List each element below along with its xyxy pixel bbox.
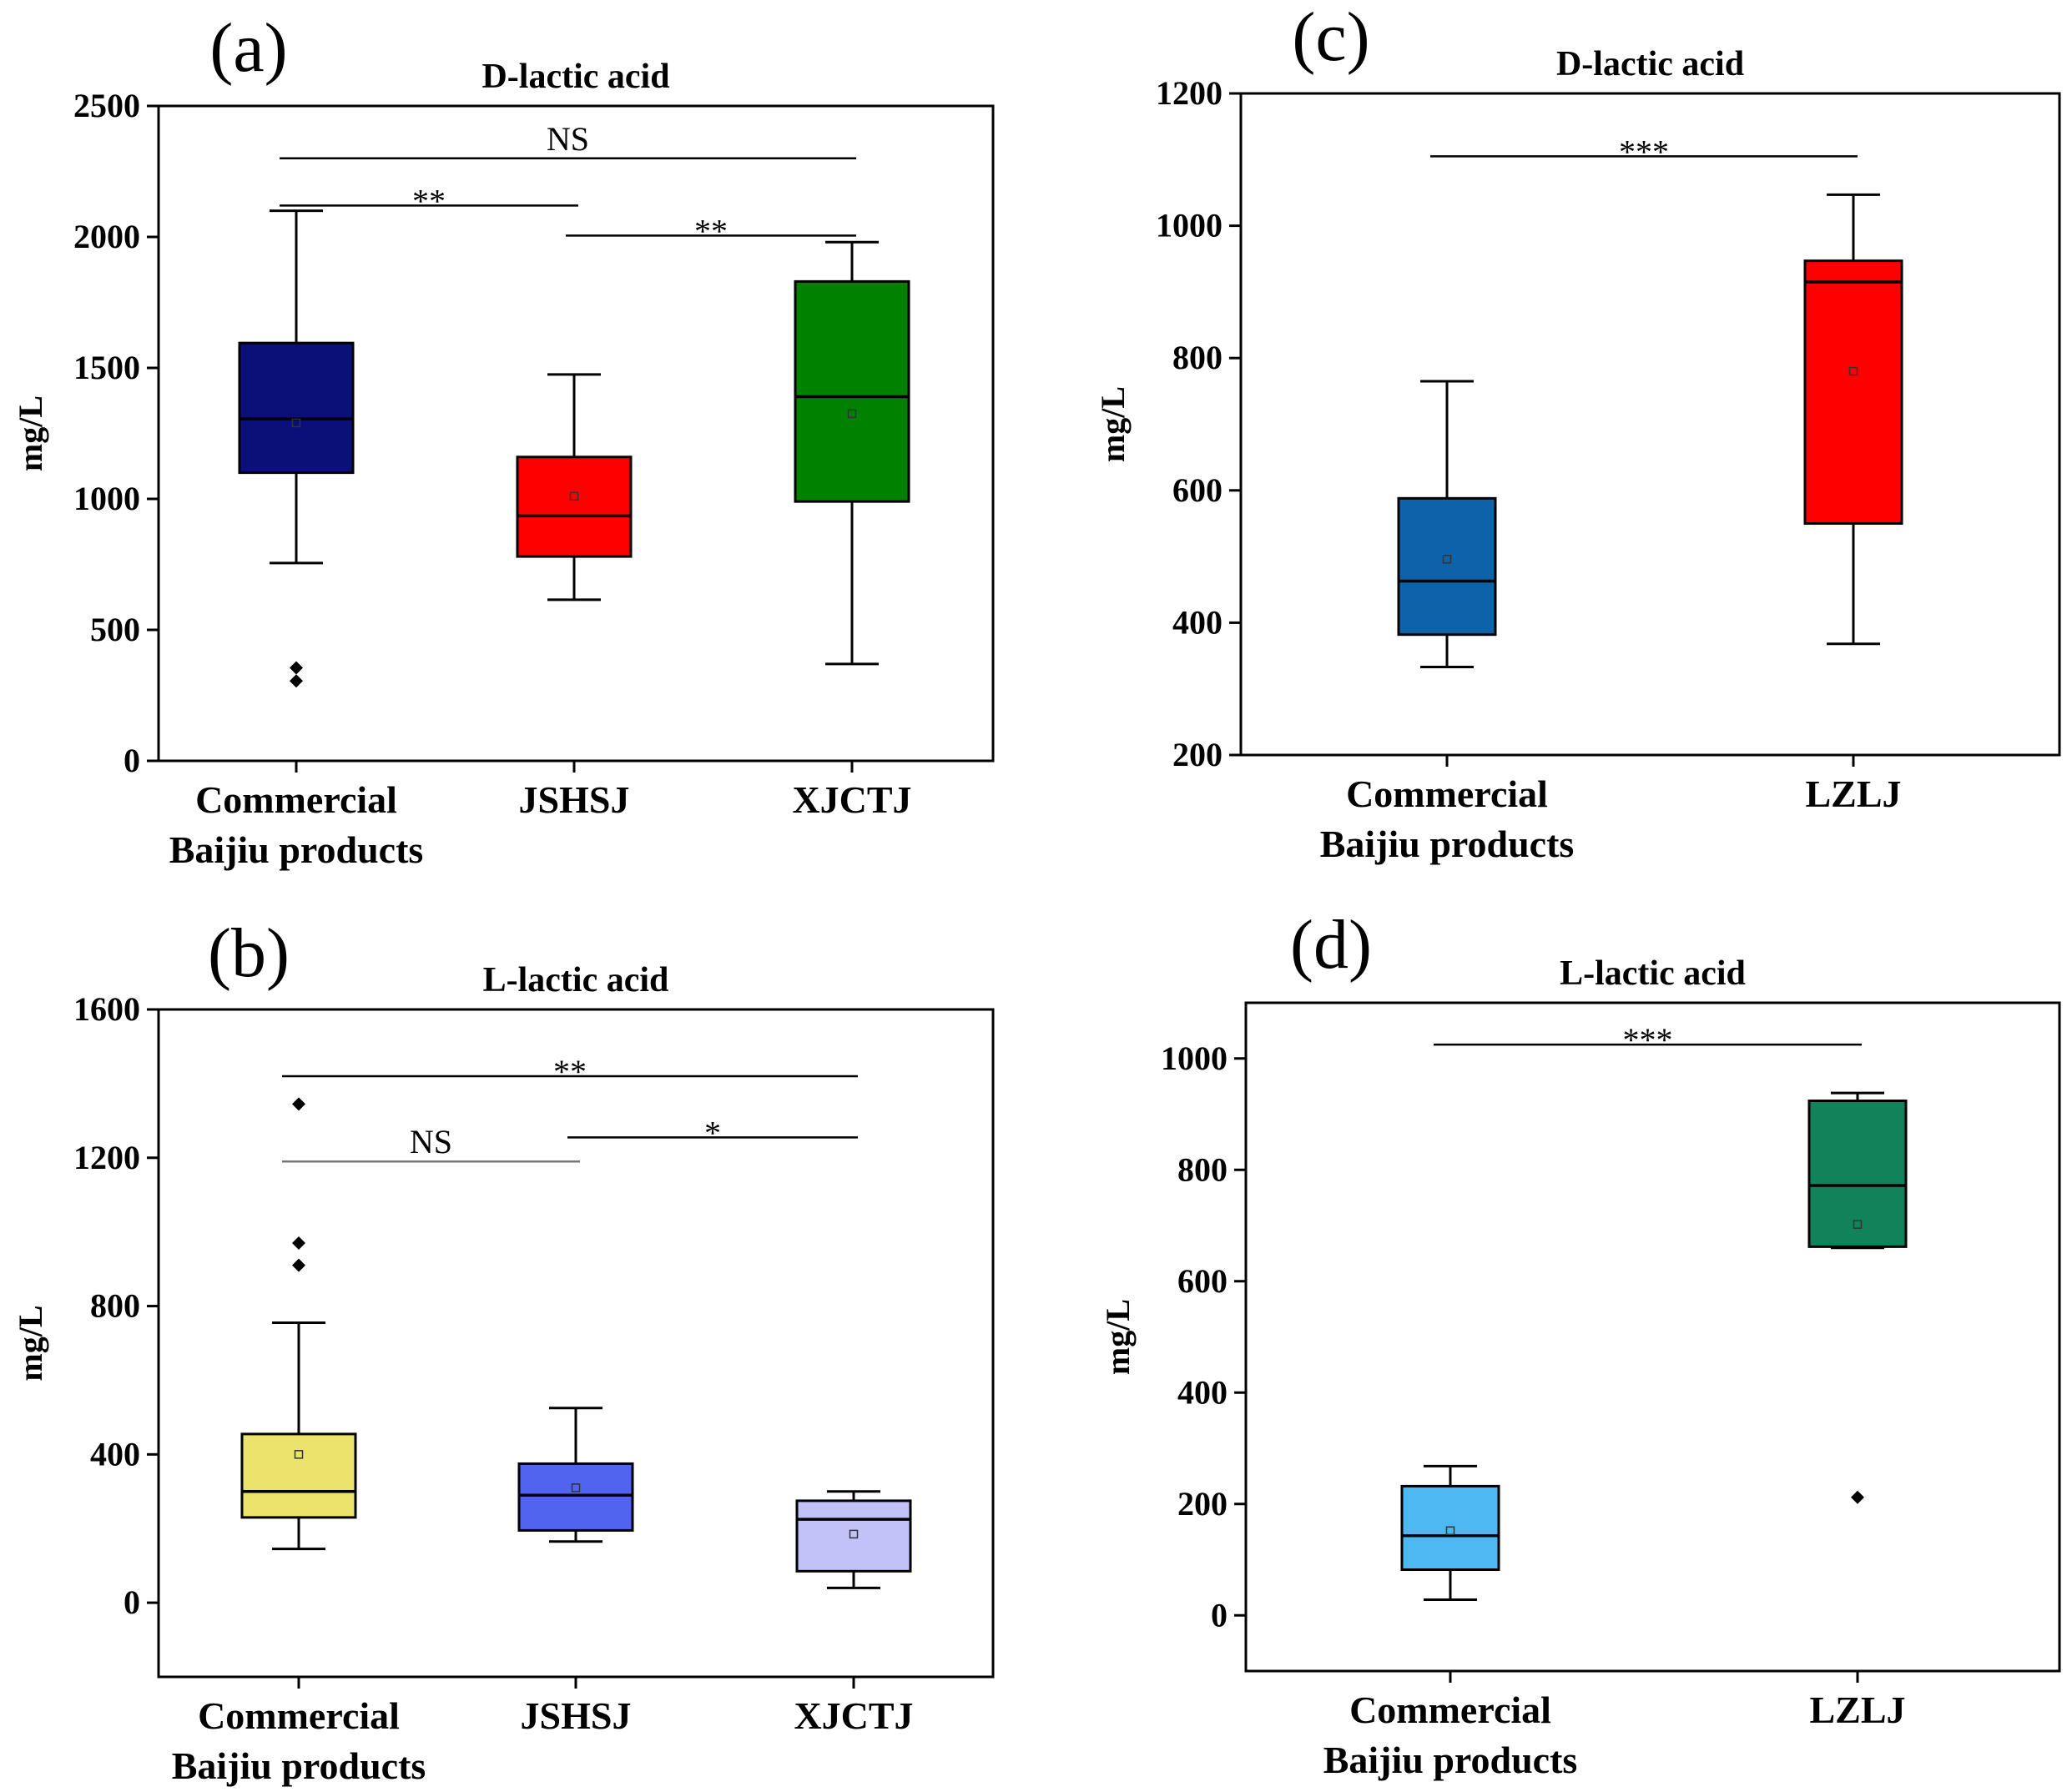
panel-d-ylabel: mg/L bbox=[1099, 1299, 1137, 1375]
panel-d-cat1-mean-marker bbox=[1445, 1526, 1455, 1536]
panel-a-cat1-mean-marker bbox=[291, 418, 301, 428]
panel-b-cat3-mean-marker bbox=[849, 1529, 859, 1539]
panel-b-ytick-label: 1600 bbox=[73, 990, 140, 1028]
panel-c-title: D-lactic acid bbox=[1556, 45, 1744, 83]
panel-a-letter: (a) bbox=[209, 9, 287, 87]
panel-d-cat1-label: Commercial bbox=[1349, 1689, 1551, 1731]
panel-c-ytick-label: 600 bbox=[1172, 471, 1223, 509]
panel-c-ytick-label: 400 bbox=[1172, 603, 1223, 641]
panel-a-plot-frame bbox=[157, 104, 995, 763]
panel-b-cat2-label: JSHSJ bbox=[521, 1694, 632, 1737]
panel-c-ytick-label: 200 bbox=[1172, 736, 1223, 773]
panel-d-plot-frame bbox=[1244, 1001, 2061, 1673]
panel-b-cat1-outlier bbox=[292, 1258, 305, 1272]
panel-a-cat3-mean-marker bbox=[847, 409, 857, 419]
panel-d-letter: (d) bbox=[1290, 906, 1372, 984]
panel-d-cat2-box bbox=[1807, 1099, 1908, 1248]
panel-c-ytick-label: 800 bbox=[1172, 339, 1223, 376]
panel-d-cat2-label: LZLJ bbox=[1809, 1689, 1905, 1731]
panel-c-sig-label-1: *** bbox=[1619, 133, 1669, 170]
panel-b-cat1-label: Commercial bbox=[198, 1694, 400, 1737]
panel-c-cat2-box bbox=[1803, 259, 1903, 525]
panel-b-ytick-label: 1200 bbox=[73, 1139, 140, 1176]
panel-b-cat1-box bbox=[240, 1432, 357, 1519]
panel-c-cat1-box bbox=[1397, 496, 1497, 637]
panel-a-ytick-label: 2000 bbox=[73, 218, 140, 255]
panel-c-ytick-label: 1000 bbox=[1156, 207, 1223, 244]
panel-b-ytick-label: 800 bbox=[90, 1287, 140, 1325]
panel-c-cat1-label: Commercial bbox=[1346, 773, 1548, 815]
panel-b-cat1-outlier bbox=[292, 1097, 305, 1111]
panel-a-cat3-box bbox=[794, 279, 910, 503]
panel-a-cat2-label: JSHSJ bbox=[519, 778, 630, 821]
panel-c-cat2-mean-marker bbox=[1848, 366, 1858, 376]
panel-a-cat3-label: XJCTJ bbox=[792, 778, 911, 821]
panel-d-ytick-label: 1000 bbox=[1161, 1039, 1228, 1077]
panel-b-sig-label-3: * bbox=[704, 1114, 721, 1151]
panel-d-ytick-label: 400 bbox=[1177, 1373, 1228, 1411]
panel-b-ytick-label: 0 bbox=[124, 1583, 140, 1621]
panel-b-cat2-box bbox=[517, 1462, 634, 1532]
panel-d-ytick-label: 200 bbox=[1177, 1485, 1228, 1523]
panel-b-sig-label-1: ** bbox=[553, 1053, 587, 1090]
panel-c-plot-frame bbox=[1239, 92, 2061, 757]
panel-b-letter: (b) bbox=[208, 914, 290, 992]
panel-b-cat3-box bbox=[795, 1499, 912, 1573]
panel-c-ylabel: mg/L bbox=[1094, 386, 1132, 462]
panel-a-ytick-label: 0 bbox=[124, 742, 140, 779]
panel-a-cat2-mean-marker bbox=[569, 491, 579, 501]
panel-d-cat2-outlier bbox=[1851, 1490, 1864, 1504]
panel-a-ytick-label: 2500 bbox=[73, 87, 140, 124]
panel-b-ytick-label: 400 bbox=[90, 1435, 140, 1472]
panel-b-cat1-mean-marker bbox=[294, 1450, 304, 1459]
panel-a-cat1-outlier bbox=[290, 661, 303, 675]
panel-c-cat1-mean-marker bbox=[1442, 555, 1452, 564]
panel-a-ytick-label: 1000 bbox=[73, 480, 140, 517]
panel-d-ytick-label: 0 bbox=[1211, 1596, 1228, 1633]
panel-b-cat1-outlier bbox=[292, 1236, 305, 1250]
panel-a-sig-label-1: NS bbox=[547, 120, 589, 158]
panel-d-cat2-mean-marker bbox=[1853, 1220, 1863, 1229]
panel-a-title: D-lactic acid bbox=[481, 58, 669, 96]
panel-c-ytick-label: 1200 bbox=[1156, 74, 1223, 112]
panel-a-ytick-label: 500 bbox=[90, 611, 140, 648]
panel-b-cat2-mean-marker bbox=[571, 1483, 581, 1492]
panel-a-ytick-label: 1500 bbox=[73, 349, 140, 386]
panel-b-title: L-lactic acid bbox=[483, 961, 669, 999]
panel-d-cat1-box bbox=[1400, 1484, 1500, 1572]
panel-b-cat3-label: XJCTJ bbox=[794, 1694, 913, 1737]
panel-d-ytick-label: 800 bbox=[1177, 1150, 1228, 1188]
panel-d-title: L-lactic acid bbox=[1560, 954, 1746, 993]
panel-b-ylabel: mg/L bbox=[12, 1305, 49, 1381]
panel-a-cat1-label: Baijiu products bbox=[169, 828, 424, 871]
panel-d-sig-label-1: *** bbox=[1623, 1021, 1673, 1059]
panel-a-ylabel: mg/L bbox=[12, 395, 49, 471]
panel-a-cat1-box bbox=[238, 341, 355, 475]
panel-b-cat1-label: Baijiu products bbox=[172, 1744, 426, 1787]
panel-a-cat2-box bbox=[516, 456, 633, 558]
panel-d-cat1-label: Baijiu products bbox=[1323, 1739, 1578, 1781]
panel-a-sig-label-2: ** bbox=[412, 182, 446, 219]
panel-a-sig-label-3: ** bbox=[694, 212, 728, 249]
panel-d-ytick-label: 600 bbox=[1177, 1262, 1228, 1300]
panel-b-sig-label-2: NS bbox=[410, 1123, 452, 1160]
panel-c-cat1-label: Baijiu products bbox=[1320, 823, 1575, 865]
panel-a-cat1-label: Commercial bbox=[195, 778, 397, 821]
panel-c-letter: (c) bbox=[1292, 0, 1369, 76]
panel-c-cat2-label: LZLJ bbox=[1805, 773, 1901, 815]
panel-a-cat1-outlier bbox=[290, 674, 303, 688]
panel-b-plot-frame bbox=[157, 1008, 995, 1679]
